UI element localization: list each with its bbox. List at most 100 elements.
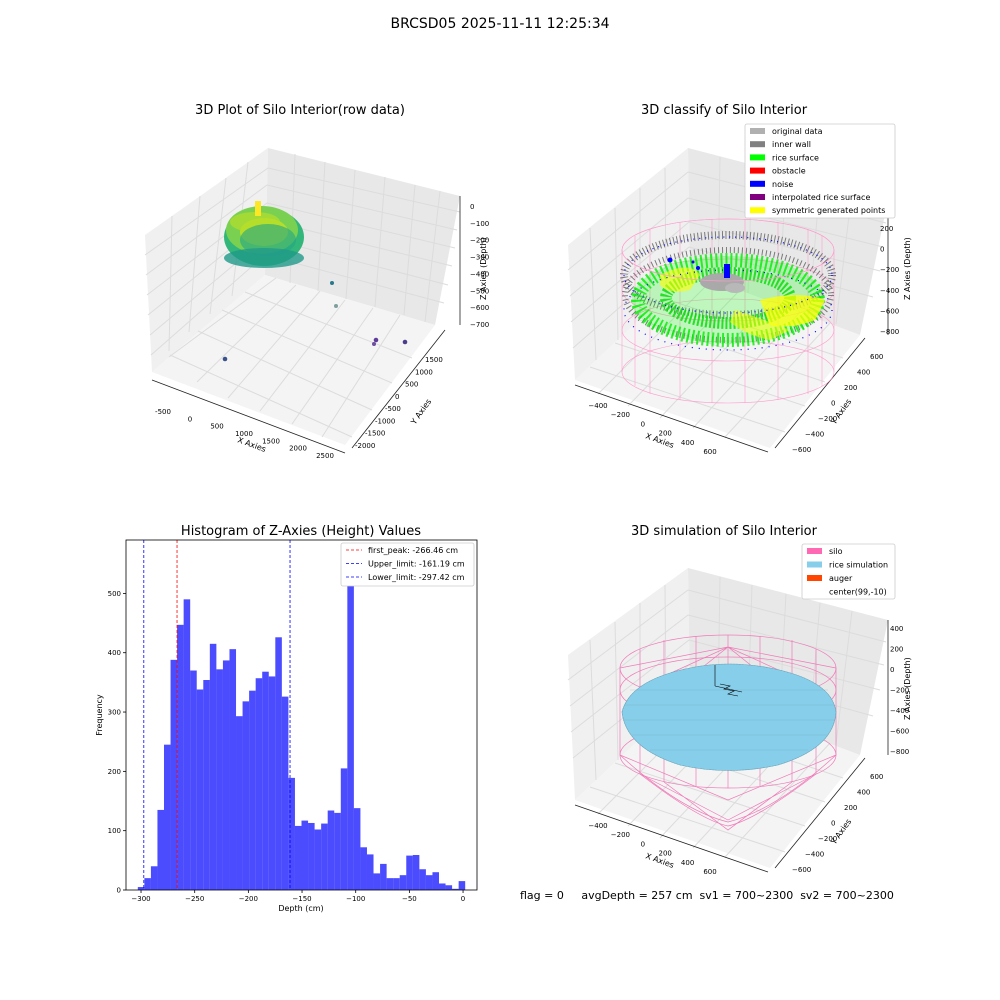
histogram-bar (229, 649, 237, 890)
simulation-z-tick-label: 200 (890, 646, 903, 654)
histogram-x-ticks: −300 −250 −200 −150 −100 −50 0 (131, 890, 465, 903)
histogram-bar (353, 808, 361, 890)
raw-plot-title: 3D Plot of Silo Interior(row data) (195, 103, 405, 118)
raw-z-ticks: 0 −100 −200 −300 −400 −500 −600 −700 (470, 203, 489, 329)
classify-legend-item-swatch (750, 207, 765, 214)
classify-x-tick-label: 600 (703, 448, 716, 456)
simulation-rice-surface (621, 663, 837, 771)
raw-z-label: Z Axies (Depth) (479, 237, 488, 300)
figure-title: BRCSD05 2025-11-11 12:25:34 (390, 16, 610, 32)
histogram-y-tick-label: 400 (108, 649, 121, 657)
simulation-x-tick-label: 0 (641, 840, 645, 848)
raw-z-tick-label: −600 (470, 304, 489, 312)
classify-legend-item-label: obstacle (772, 167, 806, 176)
classify-y-tick-label: −400 (805, 431, 824, 439)
simulation-z-tick-label: −400 (890, 707, 909, 715)
classify-legend-item-label: inner wall (772, 140, 811, 149)
histogram-bar (445, 885, 453, 890)
histogram-bar (373, 873, 381, 890)
histogram-bar (334, 812, 341, 890)
classify-z-ticks: 200 0 −200 −400 −600 −800 (880, 225, 899, 336)
histogram-bar (347, 554, 354, 890)
histogram-x-label: Depth (cm) (278, 904, 323, 913)
raw-y-tick-label: 1000 (415, 368, 433, 376)
classify-plot-title: 3D classify of Silo Interior (640, 103, 808, 118)
raw-x-tick-label: -500 (155, 408, 171, 416)
histogram-y-ticks: 0 100 200 300 400 500 (108, 590, 126, 895)
raw-point-cloud (222, 201, 408, 362)
simulation-z-tick-label: 400 (890, 625, 903, 633)
raw-y-tick-label: -500 (385, 405, 401, 413)
classify-z-tick-label: 0 (880, 246, 884, 254)
raw-z-tick-label: −300 (470, 254, 489, 262)
histogram-y-tick-label: 200 (108, 768, 121, 776)
raw-y-tick-label: -1000 (375, 417, 395, 425)
classify-legend-item-label: original data (772, 127, 823, 136)
histogram-bar (203, 680, 210, 890)
histogram-bar (262, 671, 269, 890)
histogram-bar (412, 855, 420, 890)
histogram-bar (393, 878, 400, 890)
histogram-bar (432, 872, 440, 890)
classify-y-tick-label: 200 (844, 384, 857, 392)
histogram-bars (137, 554, 466, 890)
histogram-x-tick-label: −100 (346, 895, 365, 903)
histogram-bar (406, 855, 413, 890)
histogram-reference-lines (143, 540, 291, 890)
raw-x-tick-label: 2500 (316, 452, 334, 460)
classify-z-tick-label: −800 (880, 328, 899, 336)
simulation-auger (714, 665, 743, 697)
histogram-bar (236, 716, 243, 890)
simulation-legend-item-swatch (807, 561, 822, 568)
status-footer: flag = 0 avgDepth = 257 cm sv1 = 700~230… (520, 889, 894, 902)
simulation-plot-title: 3D simulation of Silo Interior (631, 524, 817, 539)
histogram-x-tick-label: 0 (461, 895, 465, 903)
histogram-y-tick-label: 500 (108, 590, 121, 598)
classify-y-tick-label: −600 (792, 446, 811, 454)
histogram-bar (366, 854, 374, 890)
classify-x-tick-label: 0 (641, 420, 645, 428)
histogram-x-tick-label: −150 (292, 895, 311, 903)
histogram-frame (125, 539, 478, 891)
simulation-x-tick-label: −200 (611, 831, 630, 839)
classify-z-tick-label: −600 (880, 307, 899, 315)
histogram-legend-label: first_peak: -266.46 cm (368, 546, 458, 555)
classify-legend-item-label: interpolated rice surface (772, 193, 870, 202)
simulation-y-tick-label: 200 (844, 804, 857, 812)
raw-z-tick-label: 0 (470, 203, 474, 211)
classify-z-tick-label: −400 (880, 287, 899, 295)
classify-y-tick-label: 600 (870, 353, 883, 361)
simulation-legend-item-label: silo (829, 547, 843, 556)
simulation-z-tick-label: −600 (890, 728, 909, 736)
histogram-y-tick-label: 100 (108, 827, 121, 835)
simulation-legend-item-label: rice simulation (829, 561, 888, 570)
simulation-legend-item-label: center(99,-10) (829, 588, 887, 597)
classify-legend-item-swatch (750, 180, 765, 187)
histogram-y-tick-label: 0 (117, 887, 121, 895)
simulation-legend: silo rice simulation auger center(99,-10) (801, 543, 896, 600)
classify-y-tick-label: 400 (857, 369, 870, 377)
classify-y-tick-label: 0 (831, 400, 835, 408)
simulation-z-tick-label: −800 (890, 748, 909, 756)
raw-y-tick-label: 0 (395, 393, 399, 401)
histogram-bar (340, 768, 348, 890)
histogram-bar (242, 701, 250, 890)
raw-x-tick-label: 500 (210, 423, 223, 431)
raw-x-ticks: -500 0 500 1000 1500 2000 2500 (155, 408, 334, 460)
histogram-bar (281, 696, 289, 890)
histogram-bar (170, 659, 178, 890)
raw-axes-panes (144, 148, 461, 454)
simulation-z-ticks: 400 200 0 −200 −400 −600 −800 (890, 625, 909, 756)
histogram-bar (452, 888, 459, 890)
classify-x-ticks: −400 −200 0 200 400 600 (588, 402, 716, 456)
classify-y-tick-label: −200 (818, 415, 837, 423)
simulation-y-tick-label: −400 (805, 851, 824, 859)
simulation-legend-item-swatch (807, 548, 822, 554)
histogram-bar (425, 875, 433, 890)
histogram-bar (301, 820, 309, 890)
histogram-y-tick-label: 300 (108, 709, 121, 717)
histogram-bar (209, 643, 217, 890)
